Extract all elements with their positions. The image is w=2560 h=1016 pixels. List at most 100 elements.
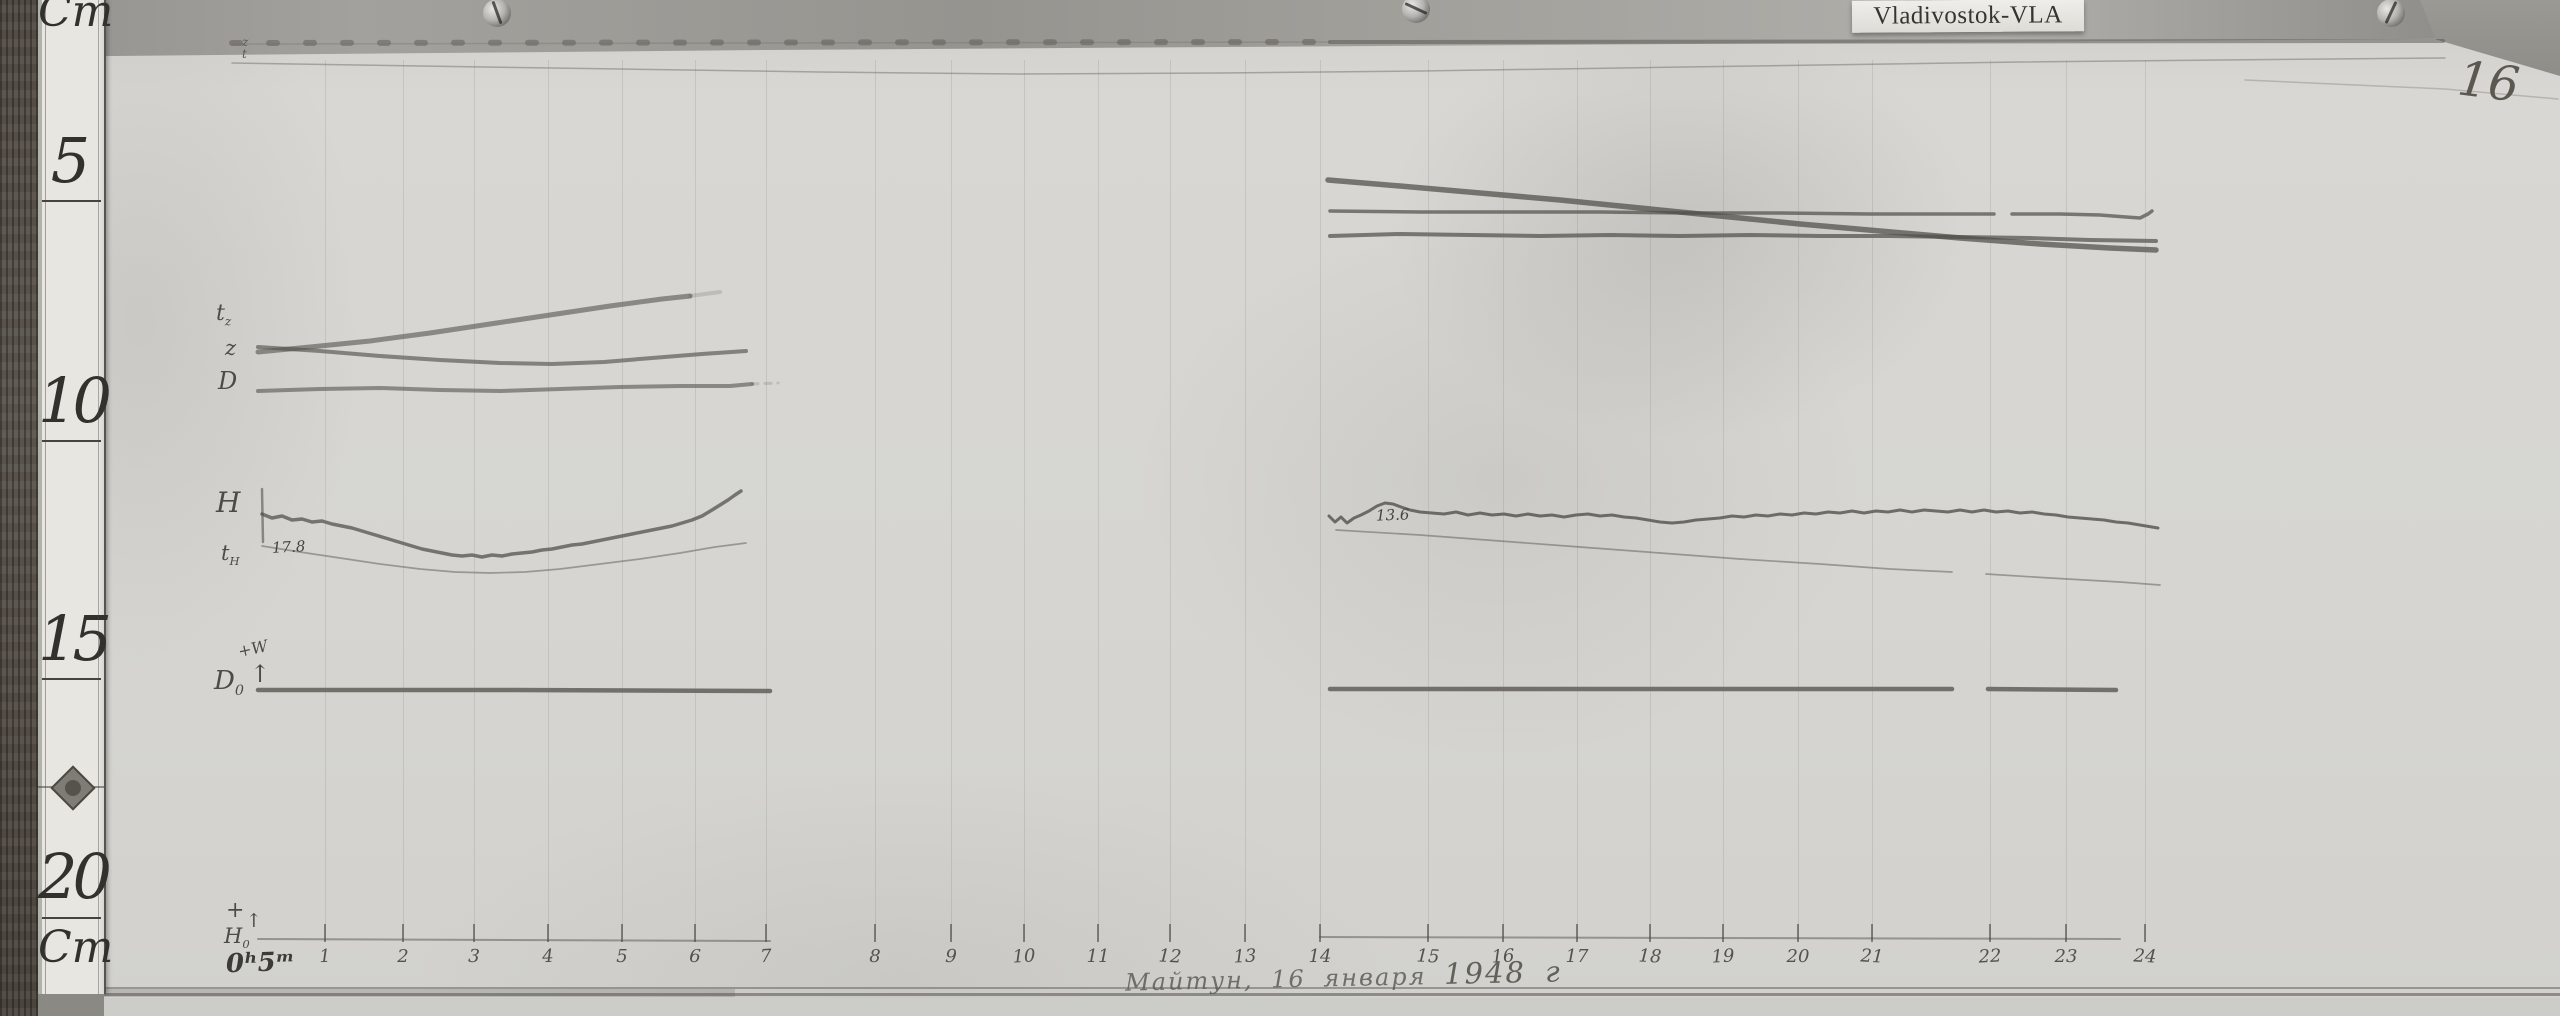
ruler-tick [42,440,101,442]
hour-tick-8 [874,924,876,942]
hour-tick-2 [402,924,404,942]
hour-gridline-14 [1320,60,1321,940]
paper-bottom-edge-line [95,987,2560,989]
hour-tick-18 [1649,924,1651,942]
hour-label-21: 21 [1860,945,1884,968]
hour-tick-4 [547,924,549,942]
hour-gridline-11 [1098,60,1099,940]
hour-gridline-8 [875,60,876,940]
up-arrow-icon: ↑ [246,910,262,932]
ruler-foot [38,994,104,1016]
cm-ruler: Cm Cm 5 10 15 20 [38,0,114,994]
corner-pencil-marks: z t [242,36,248,60]
label-tz-base: t [216,301,225,326]
hour-gridline-6 [695,60,696,940]
hour-gridline-3 [474,60,475,940]
label-d0-baseline: D0 [214,668,244,698]
hour-label-3: 3 [467,945,481,968]
label-h0-base: H [224,924,243,948]
wooden-desk-edge [0,0,40,1016]
hour-tick-9 [950,924,952,942]
hour-label-12: 12 [1158,945,1182,968]
ruler-tick [42,917,101,919]
screw-icon [2370,0,2412,34]
hour-label-11: 11 [1086,946,1110,967]
up-arrow-icon: ↑ [250,660,271,688]
label-d0-sub: 0 [234,683,244,700]
ruler-unit-bottom: Cm [38,922,114,973]
hour-gridline-22 [1990,60,1991,940]
hour-gridline-23 [2066,60,2067,940]
hour-label-1: 1 [318,945,332,968]
hour-gridline-4 [548,60,549,940]
ruler-unit-top: Cm [38,0,114,37]
ruler-diamond-ornament [50,765,96,811]
hour-label-23: 23 [2054,946,2078,967]
hour-gridline-10 [1024,60,1025,940]
label-th-base: t [221,541,230,565]
hour-label-4: 4 [541,945,555,968]
hour-gridline-5 [622,60,623,940]
screw-icon [476,0,518,34]
hour-tick-22 [1989,924,1991,942]
hour-label-22: 22 [1978,945,2002,968]
hour-tick-5 [621,924,623,942]
ruler-mark-5: 5 [50,124,90,197]
hour-label-17: 17 [1565,946,1589,967]
start-time-label: 0ʰ5ᵐ [225,946,296,980]
hour-label-14: 14 [1308,946,1332,967]
hour-label-8: 8 [869,946,881,967]
hour-tick-20 [1797,924,1799,942]
hour-gridline-17 [1577,60,1578,940]
hour-tick-13 [1244,924,1246,942]
ruler-tick [42,678,101,680]
label-tz-sub: z [224,314,232,329]
hour-gridline-16 [1503,60,1504,940]
hour-tick-14 [1319,924,1321,942]
hour-tick-11 [1097,924,1099,942]
label-h0-sub: 0 [242,937,250,952]
hour-tick-12 [1169,924,1171,942]
hour-tick-16 [1502,924,1504,942]
hour-tick-23 [2065,924,2067,942]
hour-tick-24 [2144,924,2146,942]
hour-label-5: 5 [616,946,628,967]
label-d0-base: D [214,666,235,696]
label-h0-baseline: H0 [224,926,250,951]
sheet-number: 16 [2454,50,2523,114]
hour-label-24: 24 [2133,945,2157,968]
hour-gridline-21 [1872,60,1873,940]
hour-tick-1 [324,924,326,942]
hour-tick-10 [1023,924,1025,942]
hour-tick-7 [765,924,767,942]
caption-year: 1948 г [1443,954,1563,991]
annotation-value-17-8: 17.8 [271,537,306,557]
plus-mark: + [226,898,245,923]
hour-tick-19 [1722,924,1724,942]
hour-gridline-13 [1245,60,1246,940]
label-th-sub: H [229,554,240,569]
hour-gridline-9 [951,60,952,940]
hour-label-9: 9 [944,945,958,968]
label-h-trace: H [216,486,241,519]
hour-gridline-24 [2145,60,2146,940]
hour-gridline-19 [1723,60,1724,940]
backing-sheet-strip [95,998,2560,1016]
hour-gridline-20 [1798,60,1799,940]
hour-gridline-12 [1170,60,1171,940]
label-d-trace: D [218,367,238,395]
hour-label-19: 19 [1711,945,1735,968]
hour-tick-21 [1871,924,1873,942]
hour-gridline-2 [403,60,404,940]
hour-label-6: 6 [688,945,702,968]
station-plaque-text: Vladivostok-VLA [1873,1,2063,30]
label-z-trace: z [225,336,237,360]
hour-gridline-18 [1650,60,1651,940]
hour-tick-15 [1427,924,1429,942]
ruler-tick [42,200,101,202]
hour-tick-6 [694,924,696,942]
station-plaque: Vladivostok-VLA [1851,0,2085,33]
hour-tick-3 [473,924,475,942]
corner-mark-line2: t [242,47,247,61]
